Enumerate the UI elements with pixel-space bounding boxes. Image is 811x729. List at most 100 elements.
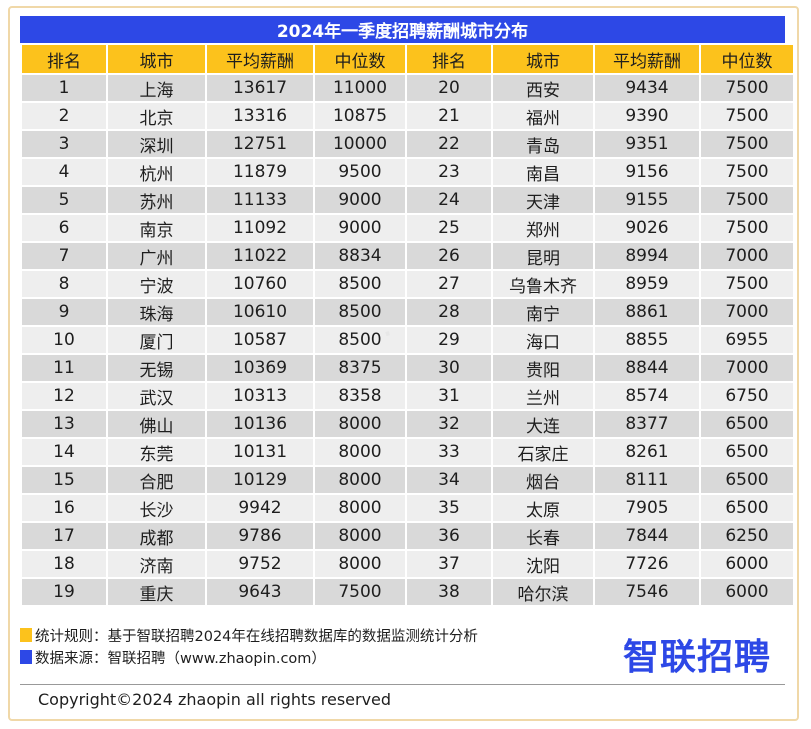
- cell-rank: 23: [407, 157, 491, 185]
- header-median: 中位数: [315, 45, 405, 73]
- data-source-line: 数据来源：智联招聘（www.zhaopin.com）: [20, 646, 785, 668]
- salary-table: 排名 城市 平均薪酬 中位数 排名 城市 平均薪酬 中位数 1 上海 13617 11…: [20, 45, 795, 605]
- cell-city: 石家庄: [493, 437, 593, 465]
- cell-median: 6750: [701, 381, 793, 409]
- blue-square-icon: [20, 650, 32, 664]
- cell-city: 东莞: [108, 437, 205, 465]
- cell-avg-salary: 9786: [207, 521, 313, 549]
- cell-avg-salary: 8261: [595, 437, 699, 465]
- table-row: 19 重庆 9643 7500 38 哈尔滨 7546 6000: [22, 577, 793, 605]
- cell-city: 天津: [493, 185, 593, 213]
- cell-median: 8000: [315, 409, 405, 437]
- stat-rule-text: 统计规则：基于智联招聘2024年在线招聘数据库的数据监测统计分析: [35, 628, 478, 645]
- divider: [20, 684, 785, 685]
- cell-rank: 32: [407, 409, 491, 437]
- cell-avg-salary: 9155: [595, 185, 699, 213]
- table-row: 15 合肥 10129 8000 34 烟台 8111 6500: [22, 465, 793, 493]
- cell-rank: 37: [407, 549, 491, 577]
- cell-city: 哈尔滨: [493, 577, 593, 605]
- cell-rank: 19: [22, 577, 106, 605]
- cell-avg-salary: 11879: [207, 157, 313, 185]
- cell-city: 西安: [493, 73, 593, 101]
- cell-rank: 33: [407, 437, 491, 465]
- cell-city: 合肥: [108, 465, 205, 493]
- cell-rank: 17: [22, 521, 106, 549]
- cell-city: 广州: [108, 241, 205, 269]
- cell-median: 7500: [701, 73, 793, 101]
- cell-rank: 6: [22, 213, 106, 241]
- cell-avg-salary: 8855: [595, 325, 699, 353]
- cell-median: 6500: [701, 409, 793, 437]
- cell-median: 10875: [315, 101, 405, 129]
- table-row: 11 无锡 10369 8375 30 贵阳 8844 7000: [22, 353, 793, 381]
- cell-rank: 9: [22, 297, 106, 325]
- cell-avg-salary: 11022: [207, 241, 313, 269]
- header-city: 城市: [493, 45, 593, 73]
- cell-avg-salary: 8844: [595, 353, 699, 381]
- cell-median: 8834: [315, 241, 405, 269]
- cell-avg-salary: 13617: [207, 73, 313, 101]
- cell-avg-salary: 10136: [207, 409, 313, 437]
- table-row: 16 长沙 9942 8000 35 太原 7905 6500: [22, 493, 793, 521]
- cell-city: 福州: [493, 101, 593, 129]
- cell-median: 6000: [701, 549, 793, 577]
- cell-median: 8500: [315, 269, 405, 297]
- table-row: 14 东莞 10131 8000 33 石家庄 8261 6500: [22, 437, 793, 465]
- cell-avg-salary: 8111: [595, 465, 699, 493]
- table-row: 8 宁波 10760 8500 27 乌鲁木齐 8959 7500: [22, 269, 793, 297]
- cell-avg-salary: 8861: [595, 297, 699, 325]
- header-city: 城市: [108, 45, 205, 73]
- cell-rank: 18: [22, 549, 106, 577]
- cell-rank: 35: [407, 493, 491, 521]
- table-row: 12 武汉 10313 8358 31 兰州 8574 6750: [22, 381, 793, 409]
- cell-avg-salary: 9942: [207, 493, 313, 521]
- yellow-square-icon: [20, 628, 32, 642]
- cell-city: 大连: [493, 409, 593, 437]
- header-rank: 排名: [22, 45, 106, 73]
- cell-city: 武汉: [108, 381, 205, 409]
- cell-city: 重庆: [108, 577, 205, 605]
- cell-city: 宁波: [108, 269, 205, 297]
- cell-rank: 12: [22, 381, 106, 409]
- cell-city: 北京: [108, 101, 205, 129]
- cell-avg-salary: 10313: [207, 381, 313, 409]
- table-row: 5 苏州 11133 9000 24 天津 9155 7500: [22, 185, 793, 213]
- cell-avg-salary: 9351: [595, 129, 699, 157]
- cell-median: 11000: [315, 73, 405, 101]
- table-row: 4 杭州 11879 9500 23 南昌 9156 7500: [22, 157, 793, 185]
- cell-median: 7500: [701, 129, 793, 157]
- cell-city: 沈阳: [493, 549, 593, 577]
- cell-rank: 13: [22, 409, 106, 437]
- cell-city: 上海: [108, 73, 205, 101]
- cell-avg-salary: 9026: [595, 213, 699, 241]
- cell-avg-salary: 10587: [207, 325, 313, 353]
- cell-city: 南宁: [493, 297, 593, 325]
- cell-median: 7500: [701, 185, 793, 213]
- cell-rank: 28: [407, 297, 491, 325]
- cell-rank: 38: [407, 577, 491, 605]
- cell-city: 青岛: [493, 129, 593, 157]
- table-row: 18 济南 9752 8000 37 沈阳 7726 6000: [22, 549, 793, 577]
- cell-city: 兰州: [493, 381, 593, 409]
- cell-city: 无锡: [108, 353, 205, 381]
- header-avg-salary: 平均薪酬: [595, 45, 699, 73]
- cell-median: 8000: [315, 549, 405, 577]
- cell-rank: 10: [22, 325, 106, 353]
- cell-median: 10000: [315, 129, 405, 157]
- cell-city: 珠海: [108, 297, 205, 325]
- cell-median: 7500: [701, 157, 793, 185]
- cell-median: 8500: [315, 297, 405, 325]
- cell-median: 8000: [315, 521, 405, 549]
- cell-median: 8500: [315, 325, 405, 353]
- cell-median: 7500: [315, 577, 405, 605]
- cell-rank: 36: [407, 521, 491, 549]
- cell-city: 佛山: [108, 409, 205, 437]
- cell-avg-salary: 9752: [207, 549, 313, 577]
- header-avg-salary: 平均薪酬: [207, 45, 313, 73]
- cell-median: 8375: [315, 353, 405, 381]
- cell-avg-salary: 12751: [207, 129, 313, 157]
- cell-avg-salary: 10129: [207, 465, 313, 493]
- cell-city: 昆明: [493, 241, 593, 269]
- cell-avg-salary: 9643: [207, 577, 313, 605]
- cell-rank: 1: [22, 73, 106, 101]
